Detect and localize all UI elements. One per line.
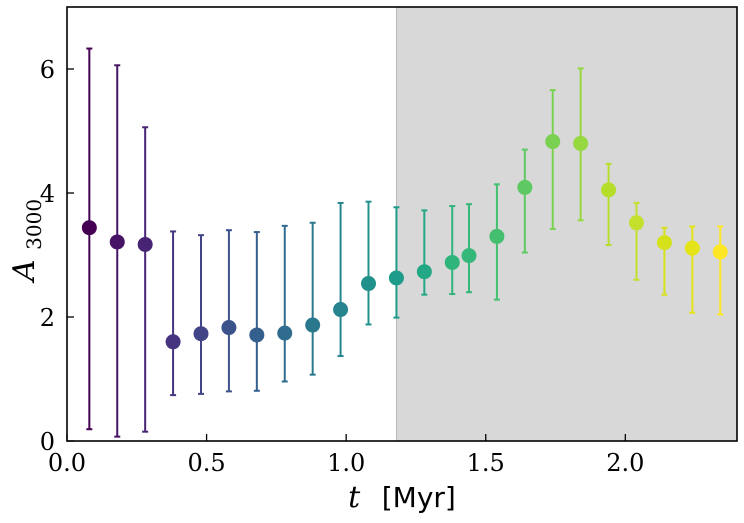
data-point [361,200,376,326]
point-marker [165,334,181,350]
data-point [277,224,293,383]
point-marker [444,254,460,270]
data-point [517,148,533,254]
point-marker [305,317,321,333]
y-tick-label: 0 [40,428,55,456]
point-marker [684,240,700,256]
y-axis-subscript: 3000 [22,199,46,250]
data-point [444,205,460,296]
data-point [165,230,181,397]
point-marker [249,327,265,343]
x-tick-label: 0.5 [187,449,225,477]
point-marker [109,234,125,250]
point-marker [277,325,293,341]
x-axis-unit: [Myr] [382,481,456,514]
data-point [712,225,728,316]
data-point [629,201,644,281]
data-point [601,162,617,247]
point-marker [361,276,376,292]
data-point [333,201,349,358]
point-marker [221,320,237,336]
shaded-region [396,6,738,442]
data-point [656,226,672,296]
x-tick-label: 1.5 [467,449,505,477]
point-marker [489,228,505,244]
data-point [221,229,237,393]
data-point [193,234,209,395]
point-marker [416,264,432,280]
point-marker [517,179,533,195]
point-marker [81,220,97,236]
data-point [684,225,700,314]
point-marker [461,248,477,264]
data-point [573,67,589,222]
data-points [81,47,728,438]
point-marker [333,302,349,318]
x-tick-label: 0.0 [48,449,86,477]
x-axis-symbol: t [348,480,361,515]
x-axis-label: t [Myr] [348,480,456,515]
y-tick-label: 2 [40,304,55,332]
point-marker [545,134,561,150]
point-marker [712,244,728,260]
data-point [545,89,561,230]
data-point [305,221,321,376]
data-point [388,206,404,319]
data-point [137,126,153,433]
data-point [81,47,97,431]
point-marker [137,236,153,252]
point-marker [656,235,672,251]
y-axis-label: A 3000 [7,199,46,284]
point-marker [629,215,644,231]
data-point [461,203,477,294]
plot-frame [66,6,738,442]
data-point [249,231,265,392]
data-point [109,64,125,438]
y-axis-symbol: A [7,259,42,284]
point-marker [601,182,617,198]
tick-labels: 0.0 0.5 1.0 1.5 2.0 0 2 4 6 [40,56,645,477]
point-marker [193,326,209,342]
data-point [416,209,432,296]
y-tick-label: 6 [40,56,55,84]
point-marker [573,135,589,151]
point-marker [388,270,404,286]
x-tick-label: 1.0 [327,449,365,477]
x-tick-label: 2.0 [606,449,644,477]
data-point [489,183,505,301]
y-tick-label: 4 [40,180,55,208]
